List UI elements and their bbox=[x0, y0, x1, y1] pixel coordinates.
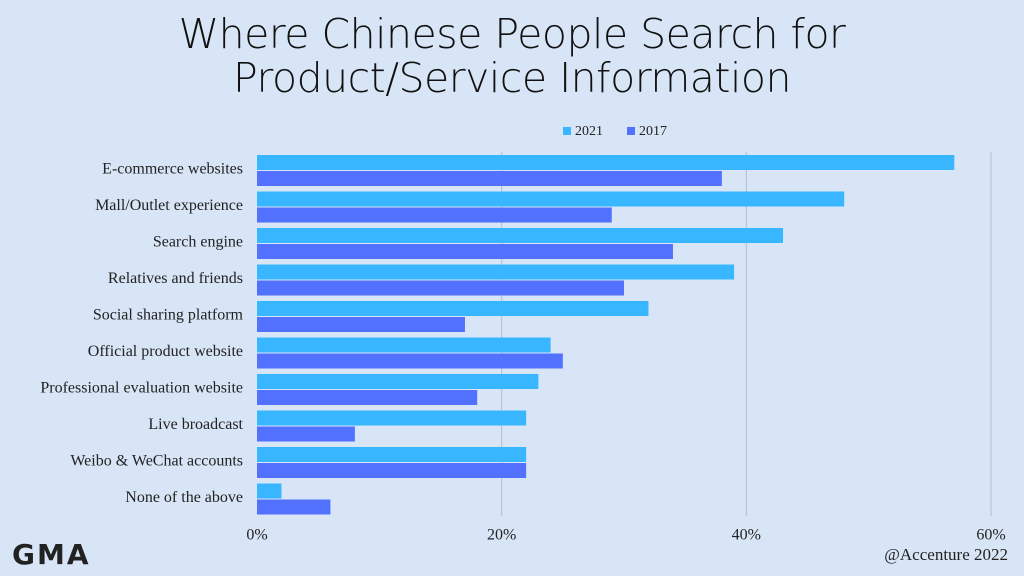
legend-label: 2021 bbox=[575, 124, 603, 139]
bar bbox=[257, 280, 624, 296]
logo: GMA bbox=[12, 538, 91, 571]
x-tick-label: 40% bbox=[732, 527, 761, 544]
bar bbox=[257, 207, 612, 223]
legend-swatch bbox=[627, 127, 635, 135]
y-tick-label: Professional evaluation website bbox=[40, 380, 243, 397]
bar bbox=[257, 374, 539, 389]
source: @Accenture 2022 bbox=[884, 545, 1008, 564]
bar bbox=[257, 301, 649, 316]
y-tick-label: None of the above bbox=[125, 489, 243, 506]
y-tick-label: Official product website bbox=[88, 343, 243, 360]
bar bbox=[257, 463, 527, 478]
legend-label: 2017 bbox=[639, 124, 667, 139]
bar bbox=[257, 228, 784, 243]
bar bbox=[257, 317, 465, 332]
y-tick-label: Mall/Outlet experience bbox=[95, 197, 243, 214]
bar bbox=[257, 447, 527, 462]
y-tick-label: Weibo & WeChat accounts bbox=[70, 453, 243, 470]
bar bbox=[257, 410, 527, 426]
bar bbox=[257, 353, 563, 369]
x-tick-label: 0% bbox=[246, 527, 267, 544]
bar bbox=[257, 191, 845, 207]
bar bbox=[257, 264, 735, 280]
bar bbox=[257, 426, 355, 442]
y-tick-label: Social sharing platform bbox=[93, 307, 244, 324]
legend-swatch bbox=[563, 127, 571, 135]
bar bbox=[257, 337, 551, 353]
y-tick-label: Relatives and friends bbox=[108, 270, 243, 287]
x-tick-label: 60% bbox=[976, 527, 1005, 544]
chart-title: Where Chinese People Search for Product/… bbox=[178, 10, 846, 102]
y-tick-label: Search engine bbox=[153, 234, 243, 251]
bar bbox=[257, 390, 478, 405]
bar bbox=[257, 244, 673, 259]
bar bbox=[257, 155, 955, 170]
bar bbox=[257, 171, 722, 186]
y-tick-label: E-commerce websites bbox=[102, 161, 243, 178]
y-tick-label: Live broadcast bbox=[148, 416, 243, 433]
x-tick-label: 20% bbox=[487, 527, 516, 544]
bar bbox=[257, 483, 282, 499]
bar bbox=[257, 499, 331, 515]
